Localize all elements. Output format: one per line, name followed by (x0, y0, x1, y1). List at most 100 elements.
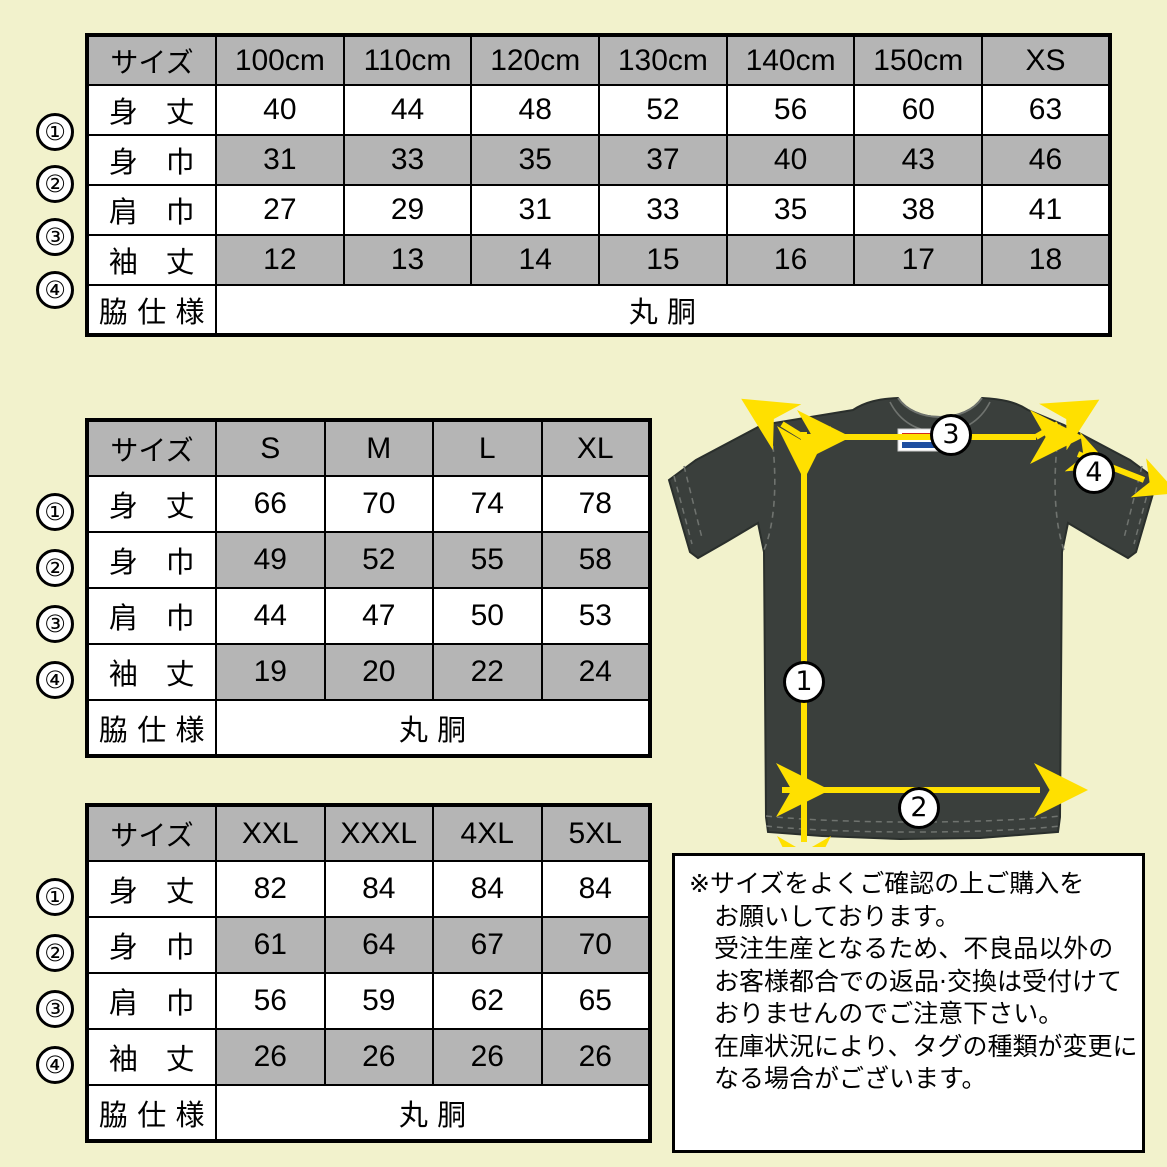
cell: 63 (981, 84, 1111, 136)
table-row: 肩 巾 44 47 50 53 (86, 587, 651, 645)
cell: 14 (470, 234, 601, 286)
note-line: ※サイズをよくご確認の上ご購入を (689, 869, 1085, 898)
cell: 35 (725, 184, 856, 236)
column-header: M (323, 419, 434, 477)
column-header: XS (981, 34, 1111, 86)
cell: 82 (215, 860, 326, 918)
cell: 26 (323, 1028, 434, 1086)
side-spec-label: 脇仕様 (86, 699, 217, 757)
table-row: 身 巾 61 64 67 70 (86, 916, 651, 974)
cell: 19 (215, 643, 326, 701)
purchase-note-box: ※サイズをよくご確認の上ご購入を お願いしております。 受注生産となるため、不良… (672, 853, 1145, 1153)
column-header: 140cm (725, 34, 856, 86)
marker-1-icon: ① (36, 113, 74, 151)
row-label: 身 丈 (86, 84, 217, 136)
cell: 52 (598, 84, 728, 136)
cell: 84 (432, 860, 543, 918)
cell: 22 (432, 643, 543, 701)
column-header: 4XL (432, 804, 543, 862)
cell: 65 (540, 972, 651, 1030)
cell: 18 (981, 234, 1111, 286)
callout-3-icon: 3 (930, 414, 972, 456)
row-label: 肩 巾 (86, 184, 217, 236)
table-row: 身 巾 31 33 35 37 40 43 46 (86, 134, 1111, 186)
table-footer-row: 脇仕様 丸 胴 (86, 1084, 651, 1142)
side-spec-value: 丸 胴 (215, 284, 1111, 336)
callout-4-icon: 4 (1073, 452, 1115, 494)
cell: 33 (598, 184, 728, 236)
cell: 56 (215, 972, 326, 1030)
cell: 37 (598, 134, 728, 186)
row-label: 肩 巾 (86, 587, 217, 645)
table-row: 身 丈 82 84 84 84 (86, 860, 651, 918)
cell: 56 (725, 84, 856, 136)
cell: 62 (432, 972, 543, 1030)
column-header: XXXL (323, 804, 434, 862)
table-footer-row: 脇仕様 丸 胴 (86, 699, 651, 757)
row-label: 袖 丈 (86, 234, 217, 286)
marker-1-icon: ① (36, 493, 74, 531)
marker-3-icon: ③ (36, 218, 74, 256)
table-row: 袖 丈 19 20 22 24 (86, 643, 651, 701)
cell: 46 (981, 134, 1111, 186)
column-header: S (215, 419, 326, 477)
row-label: 身 丈 (86, 860, 217, 918)
cell: 84 (323, 860, 434, 918)
cell: 26 (215, 1028, 326, 1086)
column-header: XL (540, 419, 651, 477)
column-header: サイズ (86, 804, 217, 862)
cell: 84 (540, 860, 651, 918)
cell: 41 (981, 184, 1111, 236)
table-header-row: サイズ 100cm 110cm 120cm 130cm 140cm 150cm … (86, 34, 1111, 86)
side-spec-value: 丸 胴 (215, 699, 651, 757)
cell: 48 (470, 84, 601, 136)
column-header: 150cm (853, 34, 984, 86)
column-header: 100cm (215, 34, 345, 86)
cell: 24 (540, 643, 651, 701)
cell: 66 (215, 475, 326, 533)
table-row: 肩 巾 27 29 31 33 35 38 41 (86, 184, 1111, 236)
column-header: L (432, 419, 543, 477)
marker-4-icon: ④ (36, 271, 74, 309)
cell: 50 (432, 587, 543, 645)
side-spec-label: 脇仕様 (86, 284, 217, 336)
size-table-big: サイズ XXL XXXL 4XL 5XL 身 丈 82 84 84 84 身 巾… (85, 803, 652, 1143)
cell: 20 (323, 643, 434, 701)
size-table-kids: サイズ 100cm 110cm 120cm 130cm 140cm 150cm … (85, 33, 1112, 337)
column-header: 5XL (540, 804, 651, 862)
cell: 31 (215, 134, 345, 186)
column-header: 120cm (470, 34, 601, 86)
side-spec-value: 丸 胴 (215, 1084, 651, 1142)
table-row: 身 丈 40 44 48 52 56 60 63 (86, 84, 1111, 136)
cell: 74 (432, 475, 543, 533)
marker-3-icon: ③ (36, 990, 74, 1028)
table-row: 袖 丈 12 13 14 15 16 17 18 (86, 234, 1111, 286)
cell: 52 (323, 531, 434, 589)
cell: 59 (323, 972, 434, 1030)
table-header-row: サイズ S M L XL (86, 419, 651, 477)
marker-4-icon: ④ (36, 661, 74, 699)
column-header: サイズ (86, 419, 217, 477)
cell: 35 (470, 134, 601, 186)
cell: 26 (432, 1028, 543, 1086)
table-row: 身 丈 66 70 74 78 (86, 475, 651, 533)
cell: 26 (540, 1028, 651, 1086)
cell: 40 (725, 134, 856, 186)
cell: 49 (215, 531, 326, 589)
cell: 13 (342, 234, 473, 286)
row-label: 身 巾 (86, 916, 217, 974)
table-row: 袖 丈 26 26 26 26 (86, 1028, 651, 1086)
cell: 64 (323, 916, 434, 974)
table-footer-row: 脇仕様 丸 胴 (86, 284, 1111, 336)
cell: 43 (853, 134, 984, 186)
row-label: 袖 丈 (86, 643, 217, 701)
note-line: お願いしております。 (714, 901, 961, 931)
row-label: 身 巾 (86, 134, 217, 186)
column-header: サイズ (86, 34, 217, 86)
callout-1-icon: 1 (783, 661, 825, 703)
cell: 47 (323, 587, 434, 645)
cell: 40 (215, 84, 345, 136)
cell: 70 (540, 916, 651, 974)
cell: 58 (540, 531, 651, 589)
marker-2-icon: ② (36, 165, 74, 203)
